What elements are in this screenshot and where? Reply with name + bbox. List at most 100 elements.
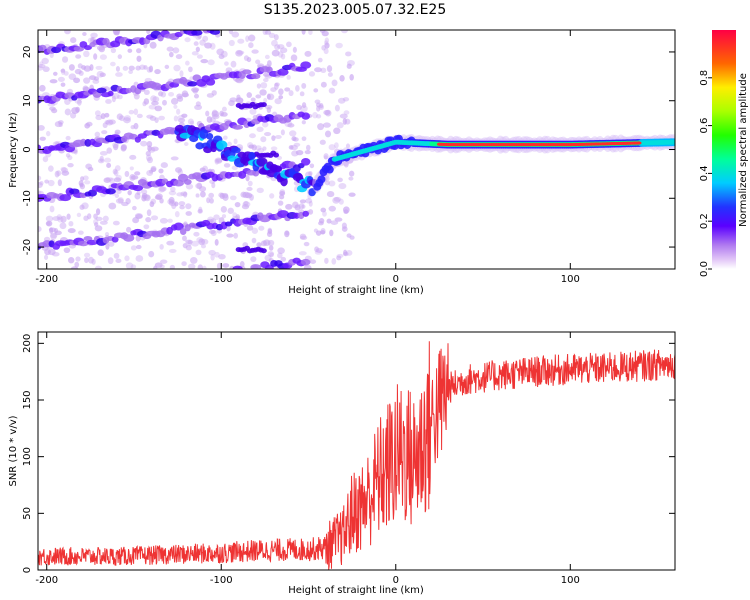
spectrogram-speckle	[333, 196, 342, 202]
spectrogram-speckle	[337, 97, 346, 104]
spectrogram-speckle	[47, 248, 56, 256]
spectrogram-speckle	[267, 239, 275, 247]
spectrogram-speckle	[326, 218, 332, 224]
spectrogram-speckle	[308, 171, 313, 176]
spectrogram-speckle	[143, 89, 150, 96]
spectrogram-speckle	[320, 67, 327, 74]
spectrogram-speckle	[269, 252, 274, 258]
spectrogram-speckle	[95, 114, 103, 121]
spectrogram-descending-cluster	[280, 176, 288, 187]
spectrogram-speckle	[60, 68, 66, 73]
spectrogram-speckle	[211, 109, 218, 116]
spectrogram-speckle	[172, 47, 180, 54]
snr-x-tick-label: -100	[210, 575, 233, 586]
spectrogram-speckle	[323, 153, 329, 160]
spectrogram-speckle	[164, 64, 170, 70]
spectrogram-speckle	[128, 69, 133, 75]
spectrogram-speckle	[324, 257, 329, 264]
snr-x-axis-label: Height of straight line (km)	[288, 585, 424, 596]
spectrogram-speckle	[299, 199, 307, 204]
spectrogram-speckle	[128, 109, 135, 115]
spectrogram-speckle	[87, 213, 92, 220]
spectrogram-speckle	[135, 65, 141, 71]
spectrogram-speckle	[286, 41, 292, 48]
spectrogram-harmonic-streak	[302, 210, 309, 217]
colorbar-tick-label: 0.0	[699, 261, 710, 277]
spectrogram-speckle	[168, 196, 175, 204]
snr-panel: -200 -100 0 100 0 50 100 150 200 Height of strai…	[8, 331, 676, 596]
spectrogram-speckle	[116, 94, 123, 100]
spectrogram-speckle	[108, 119, 116, 125]
spectrogram-speckle	[309, 259, 317, 264]
spectrogram-speckle	[349, 74, 354, 81]
spectrogram-speckle	[322, 122, 331, 128]
spectrogram-harmonic-streak	[173, 222, 184, 231]
spectrogram-speckle	[38, 225, 42, 233]
spectrogram-speckle	[314, 67, 322, 73]
spectrogram-speckle	[223, 163, 231, 168]
spectrogram-speckle	[235, 214, 241, 220]
spectrogram-speckle	[89, 64, 94, 71]
spectrogram-descending-cluster	[248, 151, 256, 161]
spectrogram-speckle	[136, 190, 141, 195]
spectrogram-speckle	[349, 235, 355, 240]
spectrogram-speckle	[321, 30, 329, 37]
spectrogram-speckle	[215, 158, 223, 163]
spectrogram-speckle	[260, 82, 268, 89]
spectrogram-speckle	[202, 35, 209, 42]
spectrogram-speckle	[301, 102, 307, 109]
spectrogram-speckle	[319, 102, 324, 109]
spectrogram-speckle	[270, 87, 277, 92]
spectrogram-speckle	[205, 110, 210, 117]
spectrogram-speckle	[231, 165, 238, 171]
spectrogram-speckle	[332, 197, 340, 204]
spectrogram-speckle	[185, 211, 192, 216]
spectrogram-speckle	[241, 204, 250, 210]
spectrogram-speckle	[113, 252, 120, 259]
spectrogram-harmonic-streak	[174, 31, 183, 38]
spectrogram-speckle	[146, 170, 154, 176]
spectrogram-speckle	[60, 82, 66, 87]
spectrogram-speckle	[88, 75, 97, 81]
spectrogram-descending-cluster	[216, 140, 228, 150]
spectrogram-speckle	[250, 256, 257, 263]
spectrogram-speckle	[303, 264, 312, 269]
spectrogram-speckle	[249, 108, 257, 115]
spectrogram-speckle	[79, 204, 85, 210]
spectrogram-speckle	[266, 231, 273, 238]
spectrogram-speckle	[316, 105, 321, 112]
spectrogram-speckle	[57, 76, 65, 82]
spectrogram-speckle	[38, 190, 42, 195]
spectrogram-speckle	[148, 65, 154, 73]
spectrogram-speckle	[264, 30, 272, 35]
spectrogram-speckle	[127, 190, 132, 196]
spectrogram-speckle	[38, 63, 46, 69]
spectrogram-speckle	[246, 186, 253, 192]
spectrogram-speckle	[248, 34, 256, 42]
spectrogram-speckle	[284, 87, 291, 92]
spectrogram-speckle	[299, 105, 308, 113]
spectrogram-speckle	[173, 104, 178, 109]
spectrogram-speckle	[56, 214, 62, 220]
spectrogram-speckle	[149, 201, 155, 208]
spectrogram-speckle	[270, 146, 278, 151]
spectrogram-speckle	[49, 52, 54, 58]
spectrogram-speckle	[140, 140, 148, 147]
spectrogram-speckle	[339, 74, 345, 82]
snr-y-tick-label: 150	[22, 390, 33, 409]
spectrogram-speckle	[146, 114, 154, 119]
spectrogram-harmonic-streak	[277, 68, 289, 76]
spectrogram-speckle	[117, 197, 124, 204]
spectrogram-speckle	[115, 66, 121, 72]
spectrogram-speckle	[181, 261, 187, 267]
spectrogram-speckle	[292, 46, 297, 53]
spectrogram-speckle	[129, 174, 136, 181]
spectrogram-harmonic-streak	[232, 265, 243, 269]
spectrogram-speckle	[57, 120, 64, 125]
spectrogram-speckle	[339, 113, 348, 119]
spectrogram-speckle	[168, 248, 177, 253]
spectrogram-ridge-outer	[317, 175, 326, 184]
spectrogram-harmonic-streak	[232, 124, 244, 130]
spectrogram-speckle	[345, 51, 352, 57]
